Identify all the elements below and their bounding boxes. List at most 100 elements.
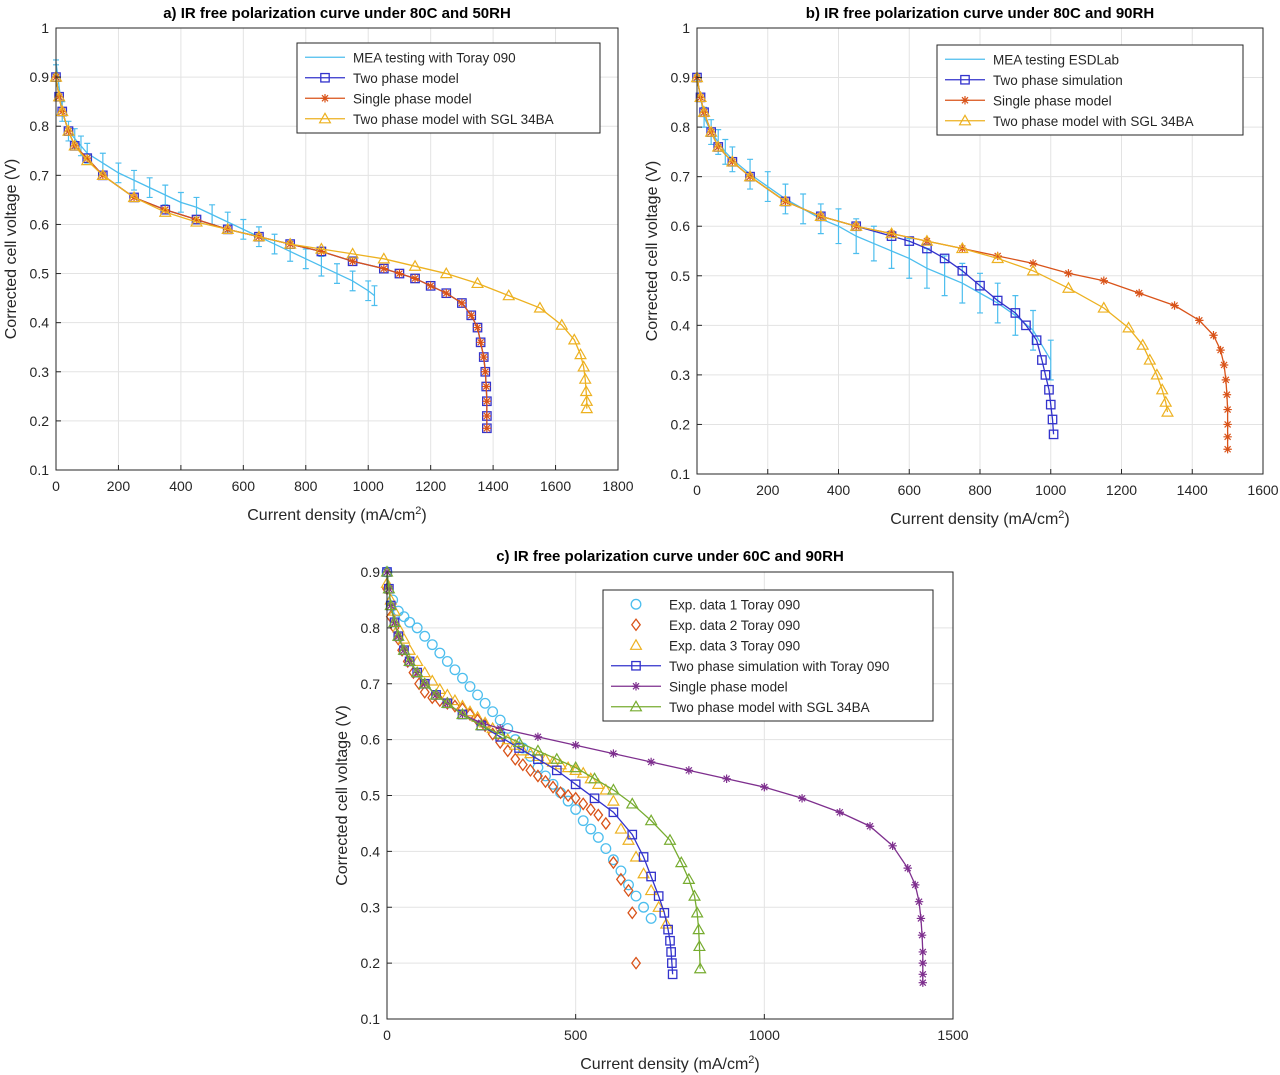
legend-label: Single phase model: [993, 93, 1112, 108]
data-point: [704, 125, 718, 137]
data-point: [532, 769, 543, 783]
legend-marker: [631, 682, 641, 691]
data-point: [903, 863, 912, 873]
data-point: [599, 783, 613, 795]
data-point: [688, 889, 701, 901]
data-point: [1040, 370, 1051, 380]
data-point: [592, 831, 604, 843]
data-point: [690, 906, 704, 918]
y-axis-label: Corrected cell voltage (V): [3, 159, 20, 340]
legend-label: Two phase simulation with Toray 090: [669, 659, 889, 674]
data-point: [885, 227, 898, 239]
data-point: [476, 338, 485, 347]
data-point: [317, 247, 326, 256]
data-point: [659, 907, 670, 918]
data-point: [692, 939, 706, 952]
data-point: [694, 90, 707, 103]
data-point: [418, 677, 432, 689]
x-tick-label: 1000: [1035, 482, 1066, 498]
data-point: [440, 696, 454, 708]
data-point: [395, 269, 404, 278]
data-point: [127, 190, 141, 203]
legend-label: Exp. data 1 Toray 090: [669, 597, 800, 612]
legend: MEA testing ESDLab Two phase simulation Si…: [936, 44, 1244, 136]
legend-label: Single phase model: [669, 679, 788, 694]
data-point: [1026, 264, 1040, 276]
error-bar: [1030, 309, 1037, 351]
x-tick-label: 0: [693, 482, 701, 498]
data-point: [474, 719, 488, 731]
data-point: [625, 797, 639, 809]
data-point: [561, 760, 575, 773]
legend-marker: [629, 700, 643, 712]
y-tick-label: 0.2: [671, 416, 691, 432]
data-point: [955, 241, 969, 254]
data-point: [646, 757, 656, 767]
data-point: [849, 219, 863, 231]
data-point: [577, 360, 591, 372]
y-tick-label: 0.3: [671, 367, 691, 383]
error-bar: [318, 255, 325, 277]
data-point: [630, 890, 642, 902]
x-tick-label: 400: [827, 482, 851, 498]
data-point: [653, 891, 664, 901]
data-point: [414, 677, 425, 691]
data-point: [393, 632, 404, 646]
data-point: [517, 758, 528, 772]
y-tick-label: 0.5: [30, 266, 50, 282]
y-tick-label: 0.5: [671, 268, 691, 284]
error-bar: [835, 208, 842, 245]
data-point: [96, 168, 110, 180]
y-tick-label: 0.6: [671, 218, 691, 234]
data-point: [674, 855, 688, 868]
data-point: [419, 685, 430, 699]
data-point: [482, 382, 491, 391]
data-point: [916, 914, 926, 923]
x-tick-label: 1800: [602, 478, 633, 494]
data-point: [646, 871, 656, 882]
legend-marker: [320, 72, 330, 83]
chart-b: 0 200 400 600 800 1000 1200 1400 1600 0.1 0.2 0.3 0.…: [644, 5, 1279, 528]
data-point: [408, 259, 422, 271]
series-4: [49, 70, 594, 414]
chart-c: 0 500 1000 1500 0.1 0.2 0.3 0.4 0.5 0.6 0.7 0.8 0.9 c…: [334, 548, 969, 1073]
x-tick-label: 600: [898, 482, 922, 498]
data-point: [684, 766, 694, 775]
data-point: [865, 822, 875, 831]
legend-marker: [960, 96, 970, 105]
legend-marker: [630, 598, 642, 610]
legend-marker: [631, 660, 641, 671]
x-tick-label: 1600: [540, 478, 571, 494]
data-point: [464, 681, 476, 692]
data-point: [429, 688, 443, 700]
x-tick-label: 1000: [749, 1027, 780, 1043]
y-tick-label: 0.9: [671, 70, 691, 86]
data-point: [441, 655, 453, 667]
legend-marker: [960, 74, 970, 85]
data-point: [457, 672, 468, 684]
data-point: [1037, 355, 1047, 365]
y-tick-label: 0.2: [30, 413, 50, 429]
data-point: [631, 956, 642, 970]
error-bar: [1012, 295, 1019, 336]
data-point: [1223, 432, 1232, 442]
y-tick-label: 0.2: [361, 955, 381, 971]
data-point: [814, 209, 828, 221]
data-point: [1136, 338, 1150, 350]
x-tick-label: 1200: [415, 478, 446, 494]
data-point: [578, 372, 592, 384]
data-point: [482, 397, 492, 406]
data-point: [666, 947, 676, 957]
data-point: [481, 367, 490, 376]
data-point: [1099, 276, 1109, 285]
legend-label: Single phase model: [353, 91, 472, 106]
x-tick-label: 1200: [1106, 482, 1137, 498]
data-point: [571, 741, 580, 750]
legend-label: MEA testing with Toray 090: [353, 50, 516, 65]
data-point: [80, 153, 94, 166]
y-tick-label: 0.6: [30, 216, 50, 232]
data-point: [665, 935, 675, 946]
error-bar: [365, 280, 372, 302]
data-point: [600, 816, 611, 831]
data-point: [579, 384, 593, 397]
